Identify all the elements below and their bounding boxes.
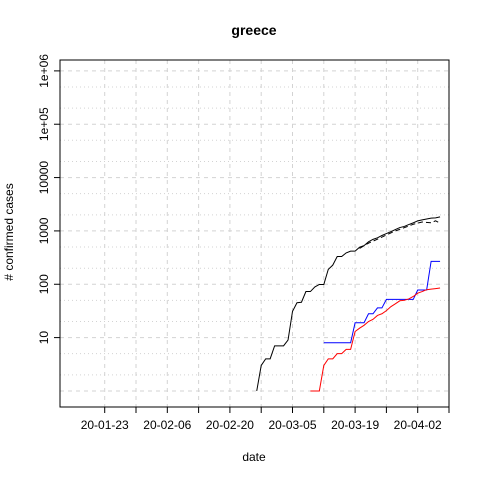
y-tick-label: 100 [37, 274, 51, 294]
x-tick-label: 20-01-23 [81, 418, 129, 432]
y-tick-label: 10 [37, 331, 51, 345]
chart-title: greece [231, 22, 276, 38]
series-group [256, 216, 441, 392]
y-tick-label: 1e+05 [37, 107, 51, 141]
x-tick-label: 20-03-19 [331, 418, 379, 432]
series-line-2 [323, 260, 441, 344]
series-line-3 [310, 287, 441, 392]
grid [60, 60, 450, 408]
y-axis-label: # confirmed cases [2, 183, 16, 280]
x-tick-label: 20-04-02 [394, 418, 442, 432]
x-tick-label: 20-02-06 [143, 418, 191, 432]
x-axis-label: date [242, 450, 266, 464]
y-tick-label: 1000 [37, 217, 51, 244]
plot-frame [59, 59, 450, 408]
x-tick-label: 20-03-05 [268, 418, 316, 432]
y-tick-label: 1e+06 [37, 54, 51, 88]
y-axis: 10 100 1000 10000 1e+05 1e+06 [37, 54, 60, 345]
series-line-1 [359, 220, 441, 249]
x-axis: 20-01-23 20-02-06 20-02-20 20-03-05 20-03-19… [81, 407, 450, 432]
x-tick-label: 20-02-20 [206, 418, 254, 432]
series-line-0 [256, 216, 441, 392]
y-tick-label: 10000 [37, 161, 51, 195]
